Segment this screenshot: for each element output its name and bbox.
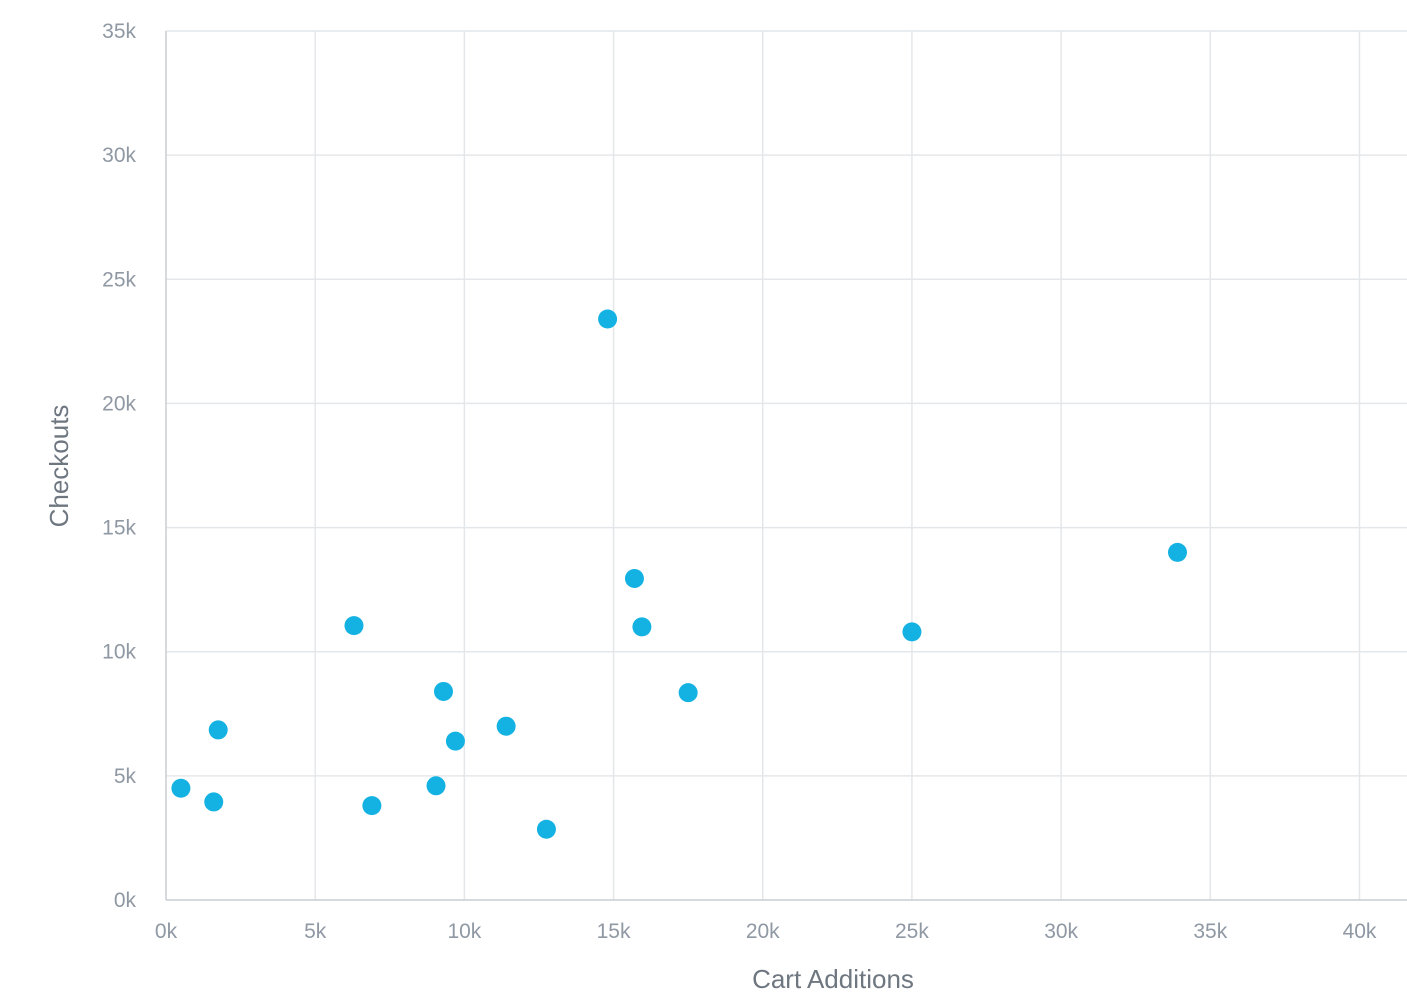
grid	[166, 30, 1407, 900]
y-tick-label: 0k	[114, 889, 137, 912]
x-tick-label: 20k	[746, 920, 780, 943]
x-tick-label: 15k	[597, 920, 631, 943]
data-point[interactable]	[536, 819, 556, 839]
y-axis-title: Checkouts	[44, 405, 74, 528]
data-point[interactable]	[496, 716, 516, 736]
y-tick-label: 20k	[102, 392, 136, 415]
data-point[interactable]	[171, 778, 191, 798]
data-point[interactable]	[445, 731, 465, 751]
x-axis-title: Cart Additions	[752, 964, 914, 994]
data-point[interactable]	[208, 720, 228, 740]
data-point[interactable]	[204, 792, 224, 812]
y-tick-label: 15k	[102, 517, 136, 540]
data-point[interactable]	[426, 776, 446, 796]
data-point[interactable]	[902, 622, 922, 642]
x-tick-label: 10k	[447, 920, 481, 943]
x-tick-labels: 0k 5k 10k 15k 20k 25k 30k 35k 40k	[155, 920, 1377, 943]
y-tick-labels: 0k 5k 10k 15k 20k 25k 30k 35k	[102, 20, 136, 912]
x-tick-label: 25k	[895, 920, 929, 943]
y-tick-label: 35k	[102, 20, 136, 43]
axes	[165, 31, 1407, 901]
y-tick-label: 5k	[114, 765, 137, 788]
x-tick-label: 5k	[304, 920, 327, 943]
x-tick-label: 30k	[1044, 920, 1078, 943]
x-tick-label: 35k	[1193, 920, 1227, 943]
data-point[interactable]	[678, 683, 698, 703]
x-tick-label: 40k	[1343, 920, 1377, 943]
x-tick-label: 0k	[155, 920, 178, 943]
y-tick-label: 10k	[102, 641, 136, 664]
data-point[interactable]	[632, 617, 652, 637]
data-point[interactable]	[624, 568, 644, 588]
data-point[interactable]	[433, 681, 453, 701]
data-point[interactable]	[598, 309, 618, 329]
y-tick-label: 30k	[102, 144, 136, 167]
data-point[interactable]	[1167, 542, 1187, 562]
data-points	[171, 309, 1187, 839]
data-point[interactable]	[362, 796, 382, 816]
data-point[interactable]	[344, 616, 364, 636]
y-tick-label: 25k	[102, 268, 136, 291]
